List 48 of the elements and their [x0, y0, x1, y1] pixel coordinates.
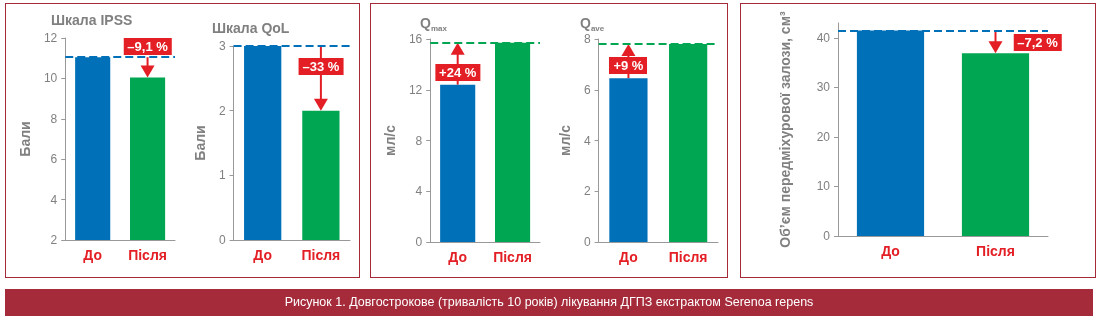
y-tick-label: 6	[583, 82, 591, 97]
y-tick-label: 4	[50, 192, 58, 207]
annotation: –9,1 %	[123, 38, 172, 56]
y-tick-label: 1	[218, 168, 226, 183]
y-axis-title: Об’єм передміхурової залози, см³	[776, 10, 793, 248]
y-tick-label: 0	[823, 229, 831, 243]
y-tick-label: 8	[415, 133, 423, 148]
y-tick-label: 2	[583, 184, 591, 199]
y-tick-label: 30	[816, 80, 831, 95]
y-tick-label: 16	[408, 32, 423, 46]
chart-title: Шкала QoL	[212, 20, 290, 36]
y-axis-title: Бали	[191, 125, 208, 161]
annotation: +9 %	[609, 57, 648, 75]
y-tick-label: 4	[583, 133, 591, 148]
y-tick-label: 0	[415, 235, 423, 249]
y-tick-label: 8	[583, 32, 591, 46]
y-tick-label: 2	[50, 233, 58, 247]
x-tick-label: Після	[668, 249, 708, 265]
text: Рисунок 1. Довгострокове (тривалість 10 років) лікування ДГПЗ екстрактом Serenoa repens	[5, 289, 1093, 316]
y-tick-label: 12	[43, 31, 58, 45]
chart-title: Шкала IPSS	[51, 12, 133, 28]
y-tick-label: 10	[816, 179, 831, 194]
y-tick-label: 8	[50, 111, 58, 126]
y-axis-title: Бали	[16, 121, 33, 157]
annotation: –33 %	[298, 57, 344, 75]
x-tick-label: До	[619, 249, 638, 265]
x-tick-label: До	[448, 249, 468, 265]
y-tick-label: 4	[415, 184, 423, 199]
y-axis-title: мл/с	[381, 124, 398, 156]
x-tick-label: Після	[128, 247, 167, 263]
y-tick-label: 3	[218, 39, 226, 53]
x-tick-label: До	[253, 247, 273, 263]
y-tick-label: 12	[408, 82, 423, 97]
x-tick-label: Після	[493, 249, 532, 265]
annotation: +24 %	[435, 63, 481, 81]
y-tick-label: 0	[218, 233, 226, 247]
x-tick-label: Після	[976, 243, 1015, 259]
y-tick-label: 40	[816, 30, 831, 45]
y-axis-title: мл/с	[556, 124, 573, 156]
y-tick-label: 6	[50, 152, 58, 167]
y-tick-label: 0	[583, 235, 591, 249]
y-tick-label: 2	[218, 103, 226, 118]
annotation: –7,2 %	[1013, 34, 1062, 52]
x-tick-label: До	[881, 243, 900, 259]
y-tick-label: 10	[43, 71, 58, 86]
y-tick-label: 20	[816, 129, 831, 144]
x-tick-label: Після	[301, 247, 341, 263]
x-tick-label: До	[83, 247, 103, 263]
